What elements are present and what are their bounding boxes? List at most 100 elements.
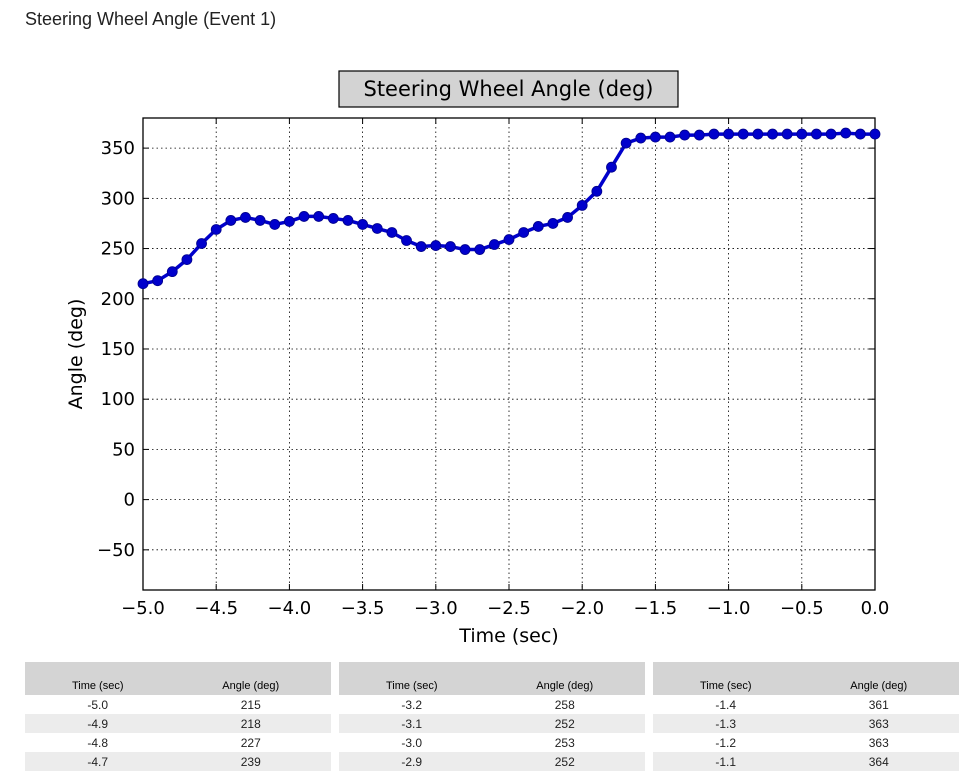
data-table-2: Time (sec) Angle (deg) -3.2 258 -3.1 252 -…: [339, 662, 645, 771]
table-row: -3.0 253: [339, 733, 645, 752]
data-point: [254, 215, 266, 226]
time-cell: -4.8: [25, 733, 171, 752]
time-cell: -5.0: [25, 695, 171, 714]
data-point: [225, 215, 237, 226]
table-row: -1.2 363: [653, 733, 959, 752]
x-tick-label: 0.0: [861, 598, 890, 619]
table-row: -2.9 252: [339, 752, 645, 771]
y-tick-label: 100: [101, 389, 135, 410]
angle-cell: 252: [484, 714, 645, 733]
data-point: [327, 213, 339, 224]
data-point: [518, 227, 530, 238]
table-row: -3.1 252: [339, 714, 645, 733]
data-point: [811, 128, 822, 140]
table-row: -5.0 215: [25, 695, 331, 714]
data-point: [401, 235, 412, 246]
x-tick-label: −2.0: [560, 598, 604, 619]
angle-cell: 253: [484, 733, 645, 752]
data-point: [459, 244, 471, 255]
table-row: -1.3 363: [653, 714, 959, 733]
table-header-row: Time (sec) Angle (deg): [25, 662, 331, 695]
data-point: [357, 219, 369, 230]
table-header-row: Time (sec) Angle (deg): [339, 662, 645, 695]
table-row: -4.8 227: [25, 733, 331, 752]
angle-cell: 258: [484, 695, 645, 714]
page-title: Steering Wheel Angle (Event 1): [25, 9, 277, 29]
data-point: [869, 128, 881, 140]
data-point: [269, 219, 281, 230]
data-point: [781, 128, 793, 140]
data-tables: Time (sec) Angle (deg) -5.0 215 -4.9 218 -…: [25, 662, 959, 775]
data-point: [825, 128, 837, 140]
table-row: -1.1 364: [653, 752, 959, 771]
data-point: [166, 266, 178, 278]
x-tick-label: −4.0: [268, 598, 312, 619]
data-point: [854, 128, 866, 140]
data-point: [298, 211, 310, 222]
time-cell: -3.1: [339, 714, 485, 733]
angle-cell: 363: [798, 714, 959, 733]
y-tick-label: 200: [101, 289, 135, 310]
x-tick-label: −1.0: [707, 598, 751, 619]
data-point: [415, 241, 427, 252]
angle-cell: 227: [170, 733, 331, 752]
column-header-time: Time (sec): [339, 662, 485, 695]
time-cell: -1.2: [653, 733, 799, 752]
column-header-time: Time (sec): [25, 662, 171, 695]
data-point: [693, 129, 705, 141]
data-point: [752, 128, 764, 140]
chart-title-box: [338, 70, 679, 108]
data-point: [152, 275, 164, 287]
x-tick-label: −3.5: [341, 598, 385, 619]
column-header-time: Time (sec): [653, 662, 799, 695]
time-cell: -1.4: [653, 695, 799, 714]
y-tick-label: 150: [101, 339, 135, 360]
y-tick-label: 0: [124, 490, 135, 511]
time-cell: -1.1: [653, 752, 799, 771]
table-row: -4.9 218: [25, 714, 331, 733]
x-tick-label: −5.0: [121, 598, 165, 619]
data-point: [767, 128, 778, 140]
angle-cell: 252: [484, 752, 645, 771]
data-point: [576, 199, 588, 211]
angle-cell: 363: [798, 733, 959, 752]
data-point: [840, 127, 852, 139]
y-tick-label: −50: [97, 540, 135, 561]
time-cell: -3.0: [339, 733, 485, 752]
angle-cell: 218: [170, 714, 331, 733]
data-point: [723, 128, 734, 140]
time-cell: -4.9: [25, 714, 171, 733]
column-header-angle: Angle (deg): [484, 662, 645, 695]
time-cell: -4.7: [25, 752, 171, 771]
x-axis-label: Time (sec): [458, 625, 558, 647]
x-tick-label: −4.5: [194, 598, 238, 619]
data-point: [737, 128, 749, 140]
x-tick-label: −0.5: [780, 598, 824, 619]
data-point: [532, 221, 544, 232]
data-point: [488, 239, 500, 250]
column-header-angle: Angle (deg): [798, 662, 959, 695]
data-point: [547, 218, 559, 229]
y-tick-label: 350: [101, 138, 135, 159]
column-header-angle: Angle (deg): [170, 662, 331, 695]
data-point: [620, 137, 632, 149]
data-point: [606, 161, 617, 173]
y-tick-label: 50: [112, 439, 135, 460]
data-point: [650, 131, 661, 143]
data-point: [562, 212, 573, 223]
data-table-3: Time (sec) Angle (deg) -1.4 361 -1.3 363 -…: [653, 662, 959, 771]
data-point: [445, 241, 456, 252]
chart-title: Steering Wheel Angle (deg): [363, 77, 653, 101]
data-point: [342, 215, 354, 226]
data-point: [240, 212, 251, 223]
y-tick-label: 250: [101, 239, 135, 260]
angle-cell: 361: [798, 695, 959, 714]
data-point: [181, 254, 193, 266]
data-point: [196, 238, 207, 249]
y-tick-label: 300: [101, 188, 135, 209]
data-point: [474, 244, 486, 255]
data-point: [283, 216, 295, 227]
table-row: -3.2 258: [339, 695, 645, 714]
data-point: [371, 223, 383, 234]
data-point: [796, 128, 808, 140]
